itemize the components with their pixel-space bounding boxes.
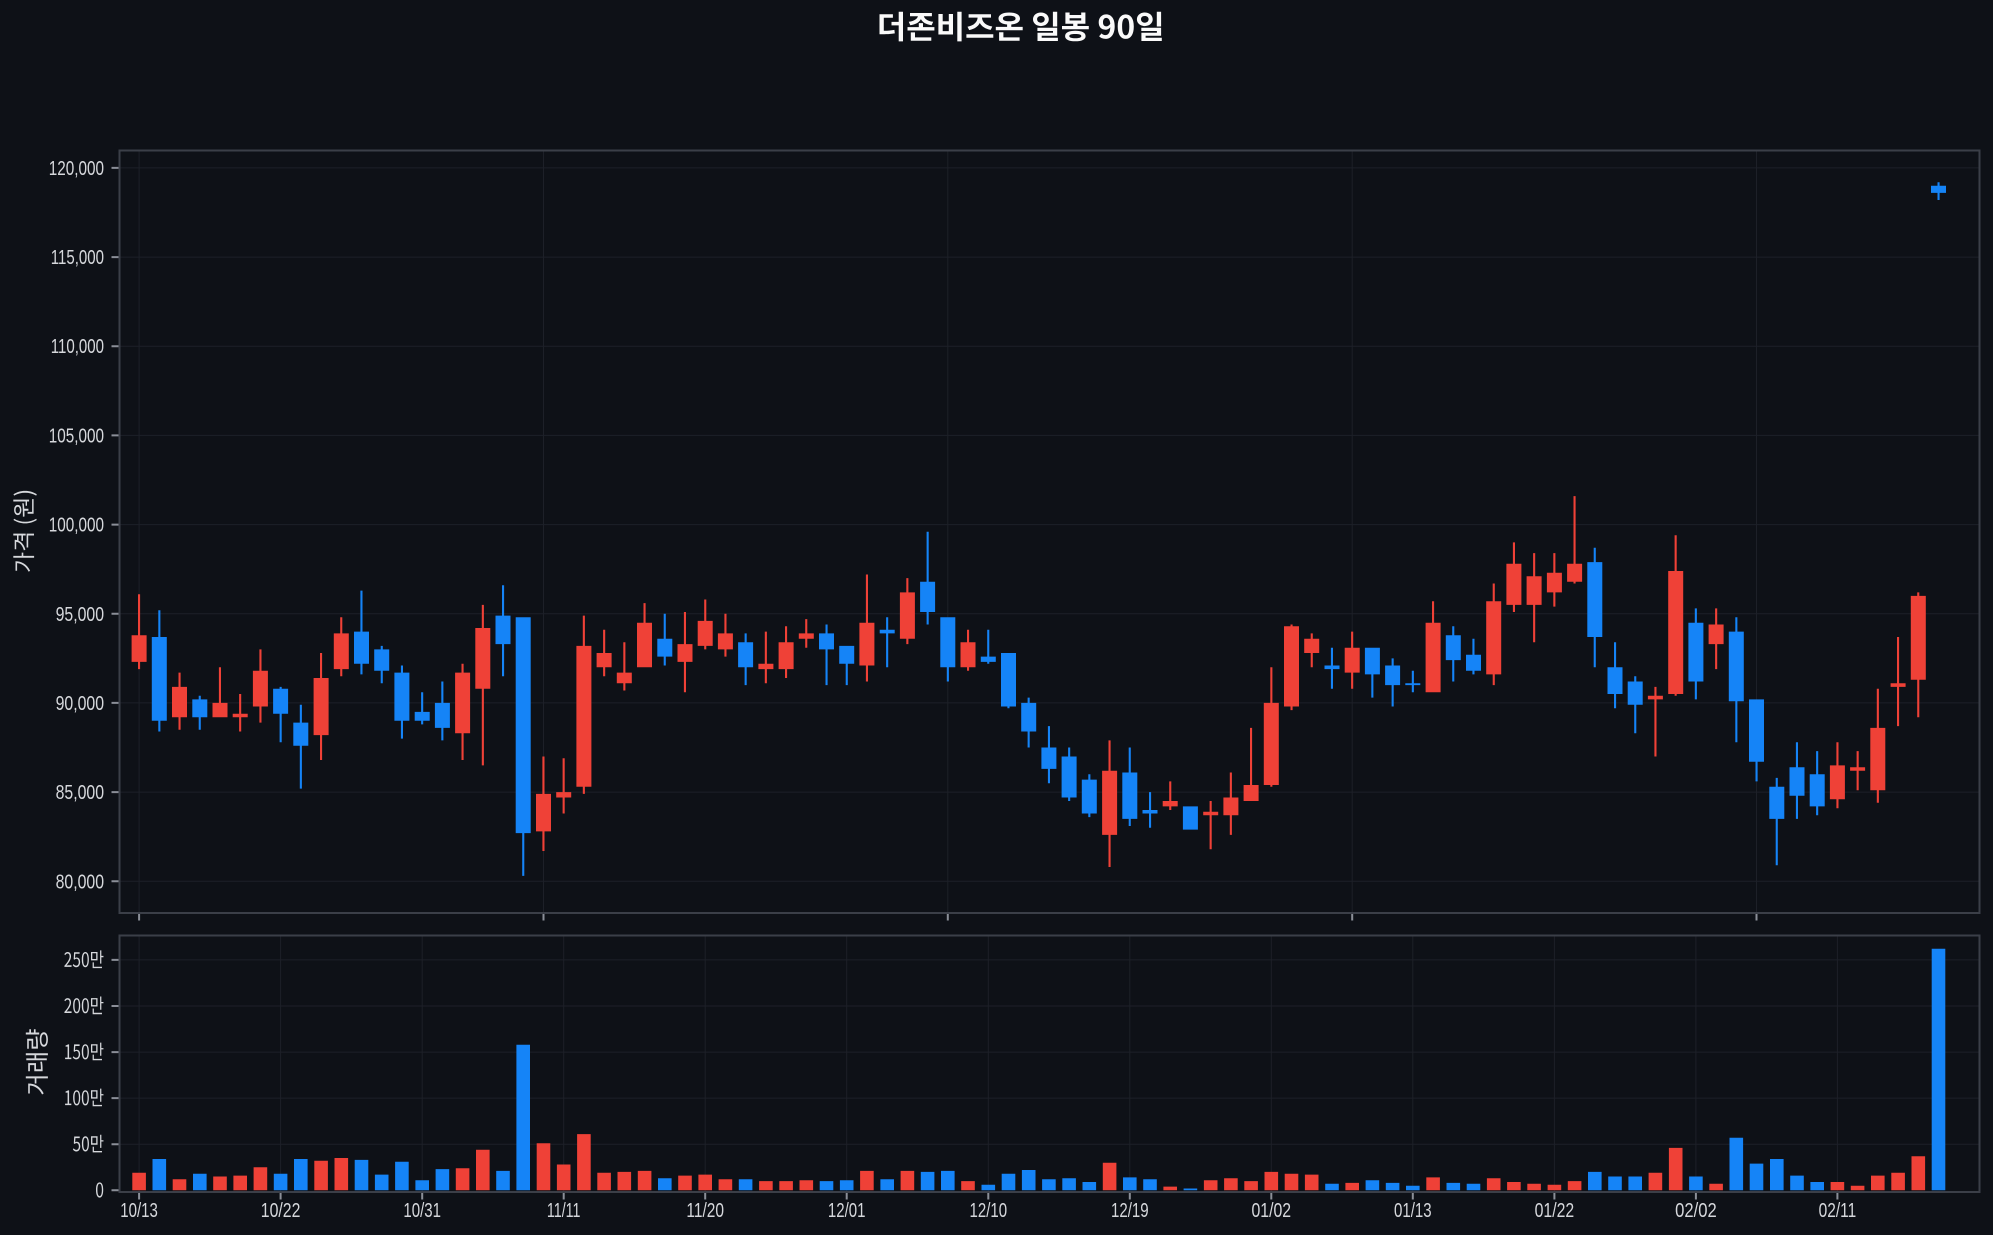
svg-text:02/11: 02/11 [1819, 1200, 1857, 1222]
svg-text:12/19: 12/19 [1111, 1200, 1149, 1222]
svg-text:10/31: 10/31 [403, 1200, 441, 1222]
svg-text:80,000: 80,000 [56, 871, 104, 893]
svg-text:01/13: 01/13 [1394, 1200, 1432, 1222]
svg-text:11/11: 11/11 [547, 1200, 581, 1222]
svg-text:12/10: 12/10 [970, 1200, 1008, 1222]
svg-text:115,000: 115,000 [51, 247, 104, 269]
svg-text:10/13: 10/13 [120, 1200, 158, 1222]
svg-text:10/22: 10/22 [261, 1200, 301, 1222]
svg-text:12/01: 12/01 [828, 1200, 866, 1222]
svg-text:01/02: 01/02 [1252, 1200, 1292, 1222]
svg-text:120,000: 120,000 [49, 158, 104, 180]
svg-text:85,000: 85,000 [56, 782, 104, 804]
svg-text:02/02: 02/02 [1675, 1200, 1717, 1222]
svg-text:01/22: 01/22 [1535, 1200, 1575, 1222]
svg-text:90,000: 90,000 [56, 693, 104, 715]
svg-text:110,000: 110,000 [51, 336, 104, 358]
svg-text:11/20: 11/20 [686, 1200, 724, 1222]
svg-text:95,000: 95,000 [56, 604, 104, 626]
svg-text:100,000: 100,000 [49, 515, 104, 537]
svg-text:105,000: 105,000 [49, 425, 104, 447]
